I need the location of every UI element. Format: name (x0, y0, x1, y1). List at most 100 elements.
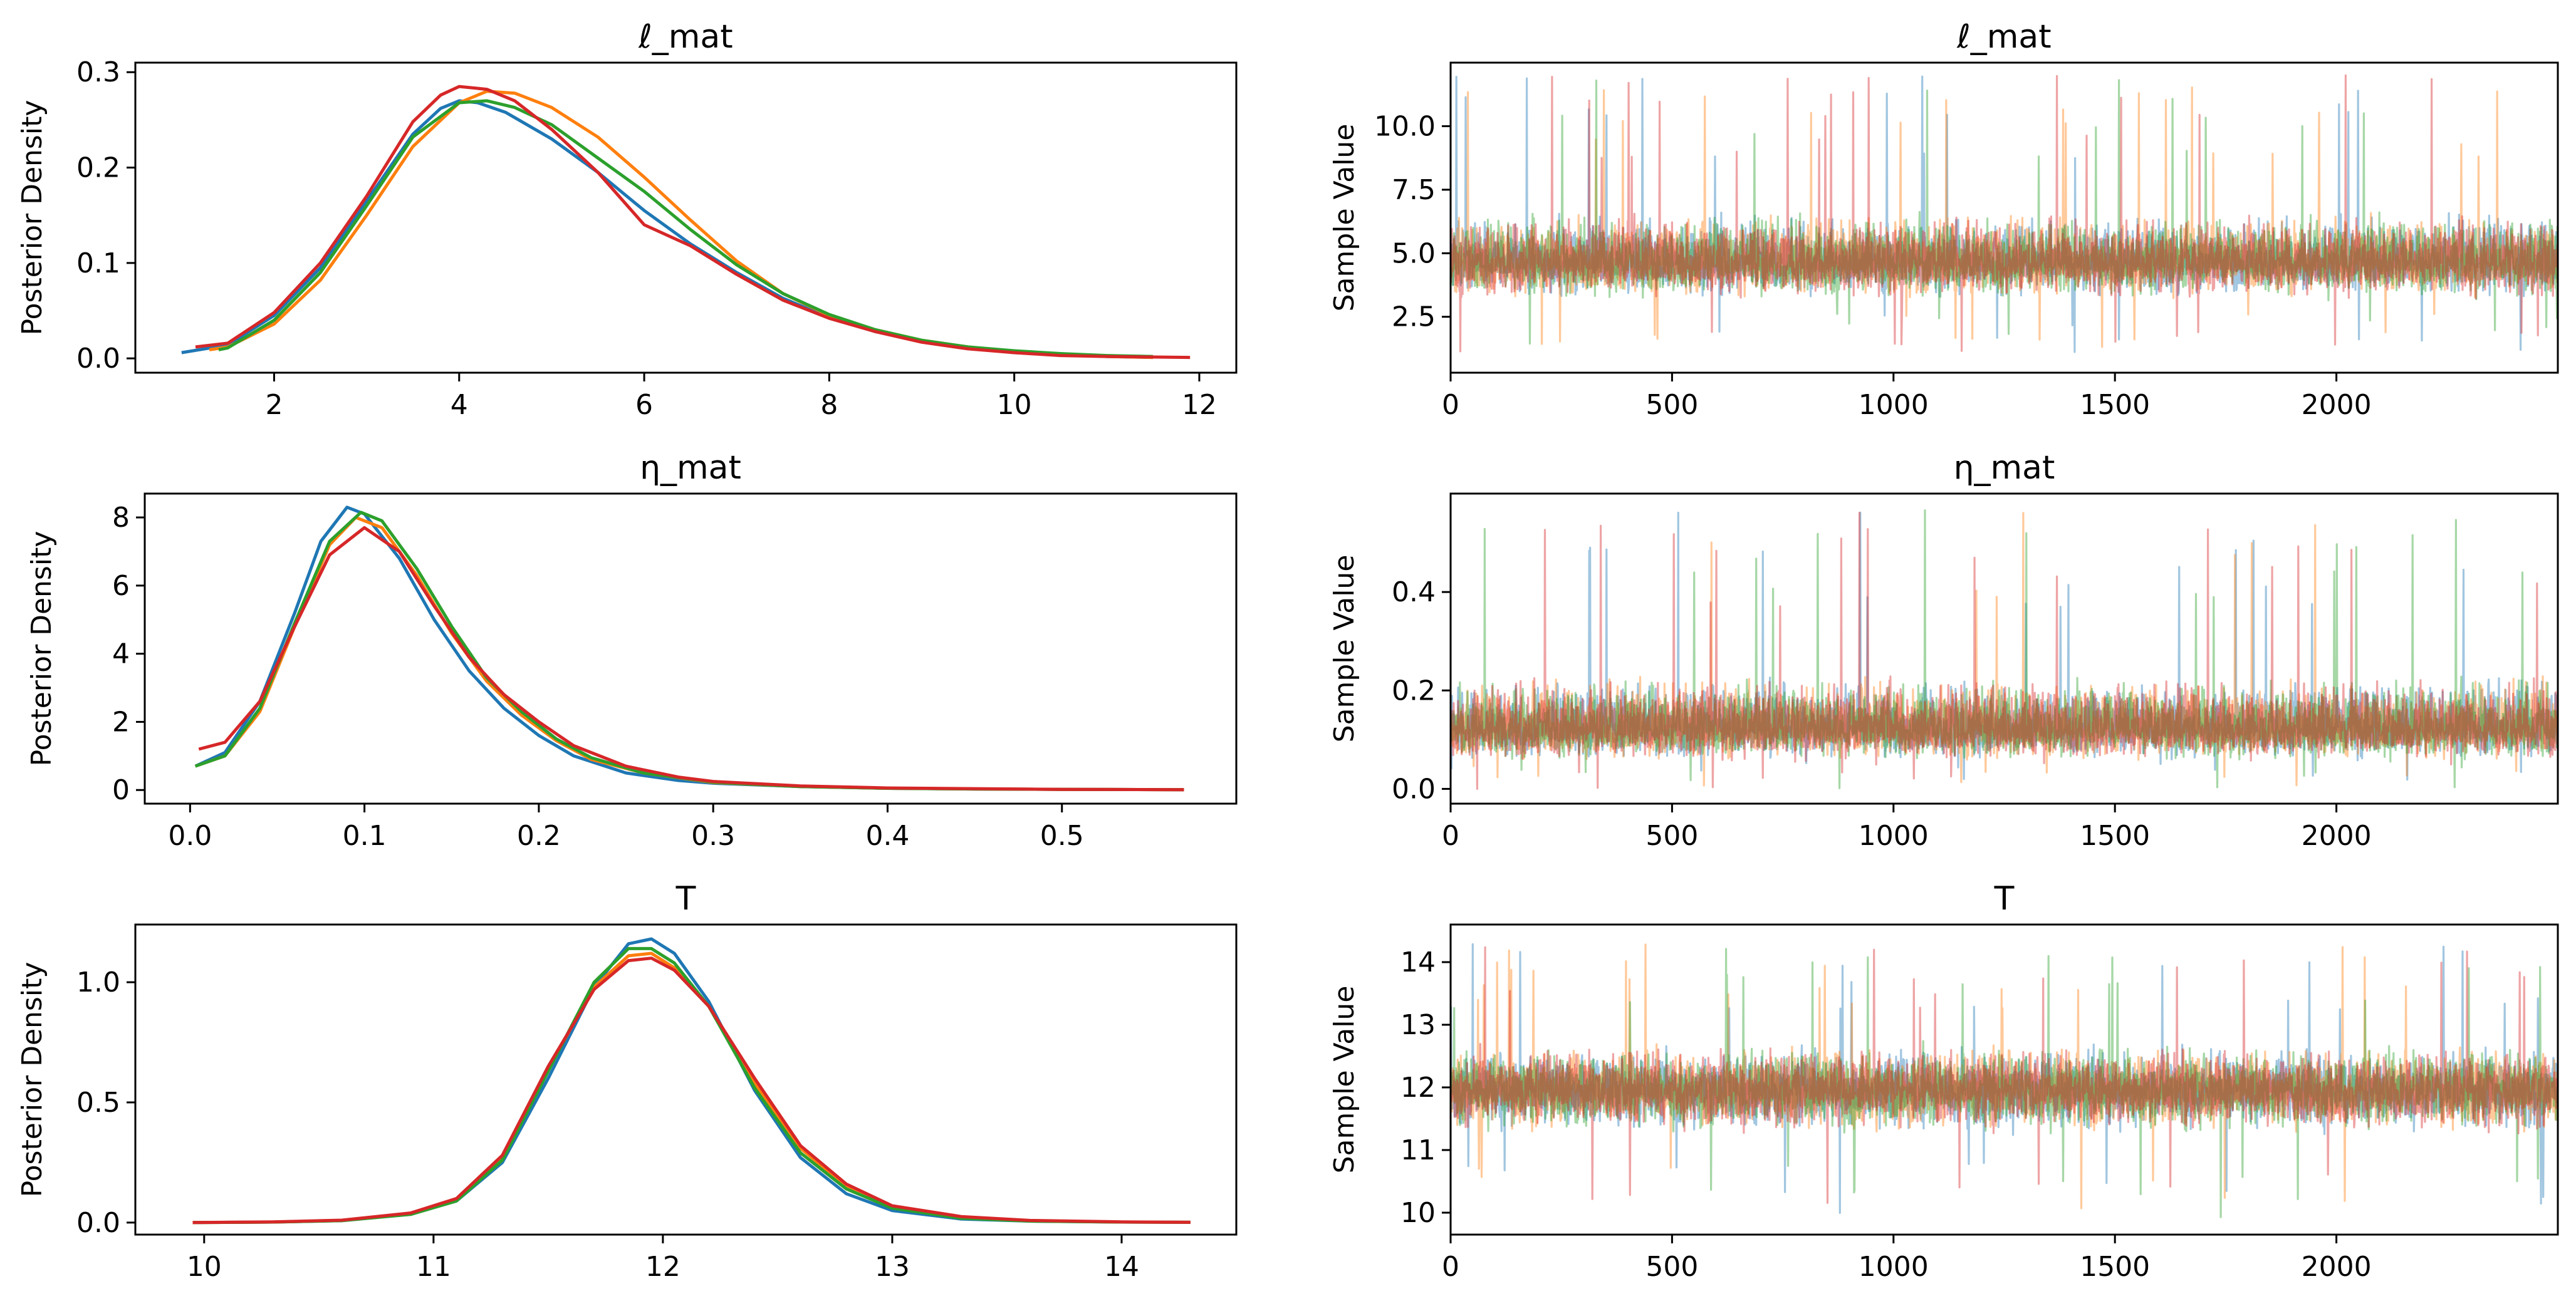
y-tick-label: 0.0 (76, 1207, 120, 1239)
x-tick-label: 11 (416, 1251, 451, 1283)
trace-line-chain-1 (1451, 86, 2558, 348)
y-tick-label: 0 (112, 774, 130, 806)
plot-area (1451, 74, 2558, 353)
x-tick-label: 0.5 (1040, 820, 1084, 852)
panel-1-trace: 0 500 1000 1500 2000 2.5 5.0 7.5 10.0 ℓ_mat Sample… (1328, 18, 2559, 421)
panel-0-kde: 2 4 6 8 10 12 0.0 0.1 0.2 0.3 ℓ_mat Posterior Densi… (16, 18, 1238, 421)
x-tick-label: 4 (451, 389, 468, 421)
x-tick-label: 12 (645, 1251, 681, 1283)
x-tick-label: 0 (1442, 1251, 1459, 1283)
axes-frame (1449, 492, 2559, 805)
x-tick-label: 2000 (2302, 389, 2372, 421)
x-tick-label: 2 (265, 389, 283, 421)
kde-line-chain-1 (192, 951, 1191, 1225)
kde-line-chain-0 (194, 505, 1184, 792)
y-tick-label: 11 (1400, 1134, 1436, 1166)
x-tick-label: 0 (1442, 820, 1459, 852)
y-axis-label: Sample Value (1328, 555, 1360, 743)
x-tick-label: 1500 (2080, 389, 2150, 421)
trace-line-chain-1 (1451, 943, 2558, 1210)
panel-title: T (1994, 880, 2015, 918)
y-tick-label: 0.0 (1392, 773, 1436, 805)
panel-title: T (675, 880, 696, 918)
kde-line-chain-2 (194, 510, 1184, 792)
y-tick-label: 0.0 (76, 343, 120, 375)
y-axis-label: Sample Value (1328, 986, 1360, 1174)
panel-4-kde: 10 11 12 13 14 0.0 0.5 1.0 T Posterior Density (16, 880, 1238, 1283)
x-tick-label: 0.1 (343, 820, 387, 852)
panel-title: ℓ_mat (638, 18, 733, 56)
y-axis-label: Posterior Density (16, 962, 48, 1198)
kde-line-chain-3 (195, 85, 1191, 360)
kde-line-chain-3 (198, 526, 1184, 792)
x-tick-label: 13 (875, 1251, 910, 1283)
axes-frame (134, 923, 1238, 1236)
axes-frame (134, 61, 1238, 374)
axes-frame (1449, 61, 2559, 374)
x-tick-label: 0.2 (517, 820, 561, 852)
plot-area (1451, 509, 2558, 790)
y-tick-label: 5.0 (1392, 237, 1436, 269)
x-tick-label: 14 (1104, 1251, 1139, 1283)
x-tick-label: 0.0 (168, 820, 212, 852)
x-tick-label: 2000 (2302, 820, 2372, 852)
x-tick-label: 500 (1645, 1251, 1698, 1283)
y-tick-label: 2 (112, 706, 130, 738)
x-tick-label: 500 (1645, 389, 1698, 421)
y-tick-label: 0.1 (76, 247, 120, 279)
trace-line-chain-0 (1451, 75, 2558, 353)
x-tick-label: 1000 (1859, 389, 1929, 421)
x-tick-label: 1000 (1859, 1251, 1929, 1283)
x-tick-label: 0 (1442, 389, 1459, 421)
y-tick-label: 10 (1400, 1197, 1436, 1229)
kde-line-chain-0 (181, 99, 1154, 360)
kde-line-chain-3 (192, 956, 1191, 1225)
trace-line-chain-3 (1451, 512, 2558, 790)
y-tick-label: 0.2 (1392, 675, 1436, 707)
x-tick-label: 8 (820, 389, 838, 421)
y-tick-label: 12 (1400, 1072, 1436, 1104)
y-tick-label: 1.0 (76, 967, 120, 998)
panel-5-trace: 0 500 1000 1500 2000 10 11 12 13 14 T Sample Value (1328, 880, 2559, 1283)
panel-title: η_mat (1954, 449, 2055, 487)
y-tick-label: 10.0 (1374, 110, 1436, 142)
y-axis-label: Posterior Density (16, 100, 48, 336)
x-tick-label: 1500 (2080, 1251, 2150, 1283)
x-tick-label: 0.3 (691, 820, 735, 852)
panel-title: η_mat (640, 449, 741, 487)
x-tick-label: 500 (1645, 820, 1698, 852)
y-tick-label: 7.5 (1392, 174, 1436, 206)
plot-area (192, 937, 1191, 1225)
plot-area (1451, 943, 2558, 1218)
y-tick-label: 14 (1400, 946, 1436, 978)
kde-line-chain-1 (194, 516, 1184, 792)
panel-3-trace: 0 500 1000 1500 2000 0.0 0.2 0.4 η_mat Sample Val… (1328, 449, 2559, 852)
trace-line-chain-2 (1451, 948, 2558, 1218)
y-tick-label: 4 (112, 638, 130, 670)
trace-line-chain-0 (1451, 511, 2558, 781)
x-tick-label: 0.4 (865, 820, 909, 852)
y-tick-label: 0.4 (1392, 576, 1436, 608)
x-tick-label: 6 (635, 389, 653, 421)
plot-area (181, 85, 1191, 360)
axes-frame (1449, 923, 2559, 1236)
trace-line-chain-3 (1451, 946, 2558, 1204)
axes-frame (143, 492, 1238, 805)
trace-line-chain-3 (1451, 74, 2558, 353)
y-tick-label: 6 (112, 570, 130, 602)
trace-line-chain-2 (1451, 509, 2558, 789)
y-tick-label: 0.5 (76, 1087, 120, 1119)
x-tick-label: 12 (1182, 389, 1217, 421)
y-tick-label: 0.2 (76, 152, 120, 184)
y-axis-label: Posterior Density (26, 531, 58, 767)
trace-line-chain-2 (1451, 79, 2558, 345)
trace-line-chain-1 (1451, 512, 2558, 787)
kde-line-chain-0 (192, 937, 1191, 1225)
y-tick-label: 0.3 (76, 56, 120, 88)
plot-area (194, 505, 1184, 792)
x-tick-label: 2000 (2302, 1251, 2372, 1283)
kde-line-chain-2 (218, 99, 1154, 358)
y-tick-label: 2.5 (1392, 301, 1436, 333)
x-tick-label: 1500 (2080, 820, 2150, 852)
